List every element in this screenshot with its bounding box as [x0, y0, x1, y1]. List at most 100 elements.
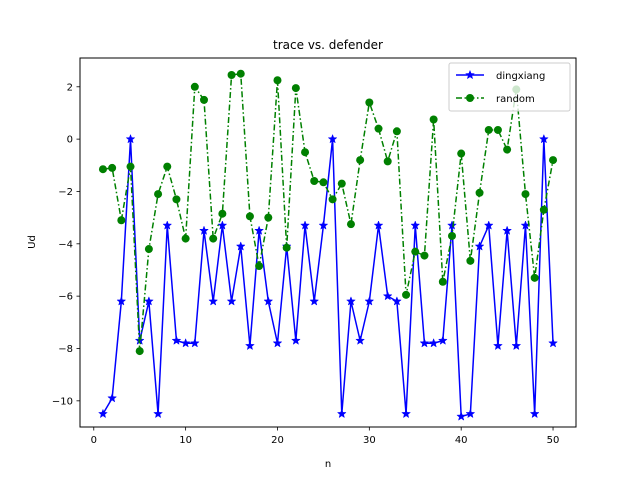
data-point-dingxiang — [254, 225, 265, 235]
data-point-random — [154, 190, 163, 199]
data-point-dingxiang — [474, 241, 485, 251]
data-point-dingxiang — [492, 340, 503, 351]
x-tick-label: 10 — [179, 435, 192, 446]
data-point-random — [374, 124, 383, 133]
data-point-random — [328, 195, 337, 204]
legend-marker-random — [466, 94, 474, 102]
data-point-random — [420, 251, 429, 260]
data-point-dingxiang — [419, 338, 430, 348]
data-point-dingxiang — [355, 335, 366, 345]
chart-title: trace vs. defender — [273, 38, 383, 52]
plot-frame — [79, 57, 577, 428]
data-point-random — [218, 209, 227, 218]
data-point-dingxiang — [401, 408, 412, 419]
data-point-dingxiang — [162, 220, 173, 230]
data-point-random — [392, 127, 401, 136]
legend-label-dingxiang: dingxiang — [496, 71, 545, 82]
data-point-random — [466, 256, 475, 265]
data-point-random — [245, 212, 254, 221]
data-point-dingxiang — [373, 220, 384, 230]
data-point-dingxiang — [465, 408, 476, 419]
legend: dingxiang random — [448, 62, 571, 112]
y-tick-label: −10 — [52, 396, 73, 407]
data-point-dingxiang — [235, 241, 246, 251]
x-axis-label: n — [325, 459, 331, 470]
data-point-dingxiang — [483, 220, 494, 230]
y-tick-label: −4 — [58, 239, 73, 250]
data-point-dingxiang — [153, 408, 164, 419]
data-point-dingxiang — [382, 290, 393, 301]
data-point-dingxiang — [171, 335, 182, 345]
data-point-dingxiang — [327, 133, 338, 144]
data-point-random — [291, 84, 300, 93]
data-point-random — [236, 69, 245, 78]
data-point-dingxiang — [272, 338, 283, 348]
data-point-random — [181, 234, 190, 243]
y-axis-label: Ud — [27, 235, 38, 249]
data-point-random — [264, 213, 273, 222]
data-point-dingxiang — [107, 392, 118, 403]
data-point-random — [135, 347, 144, 356]
data-point-dingxiang — [538, 133, 549, 144]
data-point-dingxiang — [199, 225, 209, 235]
data-point-dingxiang — [391, 296, 402, 306]
data-point-dingxiang — [336, 408, 347, 419]
data-point-dingxiang — [502, 225, 513, 235]
data-point-dingxiang — [244, 340, 255, 351]
data-point-random — [429, 115, 438, 124]
data-point-random — [549, 156, 558, 165]
data-point-random — [172, 195, 181, 204]
data-point-dingxiang — [437, 335, 448, 345]
x-tick-label: 0 — [91, 435, 97, 446]
data-point-random — [457, 149, 466, 158]
data-point-dingxiang — [226, 296, 237, 306]
data-point-dingxiang — [143, 296, 154, 306]
data-point-random — [227, 71, 236, 80]
data-point-random — [383, 157, 392, 166]
data-point-random — [282, 243, 291, 252]
data-point-random — [493, 125, 502, 134]
data-point-dingxiang — [529, 408, 540, 419]
data-point-dingxiang — [217, 220, 228, 230]
data-point-dingxiang — [447, 220, 457, 230]
series-line-random — [102, 72, 554, 352]
y-tick-label: 0 — [67, 135, 73, 146]
y-tick-label: −8 — [58, 344, 73, 355]
data-point-random — [200, 95, 208, 104]
y-tick-label: −6 — [58, 292, 73, 303]
data-point-dingxiang — [263, 296, 274, 306]
data-point-dingxiang — [290, 335, 301, 345]
data-point-dingxiang — [116, 296, 127, 306]
data-point-dingxiang — [364, 296, 375, 306]
y-tick-label: −2 — [58, 187, 73, 198]
data-point-random — [319, 178, 328, 187]
data-point-random — [365, 98, 374, 107]
data-point-random — [484, 125, 493, 134]
data-point-random — [273, 76, 282, 85]
data-point-random — [411, 247, 420, 256]
data-point-random — [337, 179, 346, 188]
y-tick-label: 2 — [67, 82, 73, 93]
x-tick-label: 50 — [547, 435, 560, 446]
data-point-random — [530, 273, 539, 282]
data-point-dingxiang — [98, 408, 108, 419]
x-tick-label: 20 — [271, 435, 284, 446]
data-point-random — [117, 216, 126, 225]
data-point-dingxiang — [125, 133, 136, 144]
data-point-random — [126, 162, 135, 171]
data-point-random — [448, 231, 456, 240]
data-point-random — [475, 188, 484, 197]
x-axis: 0 10 20 30 40 50 — [91, 427, 560, 446]
data-point-random — [301, 148, 310, 157]
data-point-dingxiang — [309, 296, 320, 306]
y-axis: −10 −8 −6 −4 −2 0 2 — [52, 82, 80, 407]
legend-marker-dingxiang — [465, 69, 475, 80]
x-tick-label: 40 — [455, 435, 468, 446]
data-point-random — [310, 177, 319, 185]
data-point-random — [346, 220, 355, 229]
data-point-random — [209, 234, 218, 243]
data-point-dingxiang — [346, 296, 356, 306]
data-point-dingxiang — [189, 338, 200, 348]
x-tick-label: 30 — [363, 435, 376, 446]
data-point-dingxiang — [511, 340, 522, 351]
